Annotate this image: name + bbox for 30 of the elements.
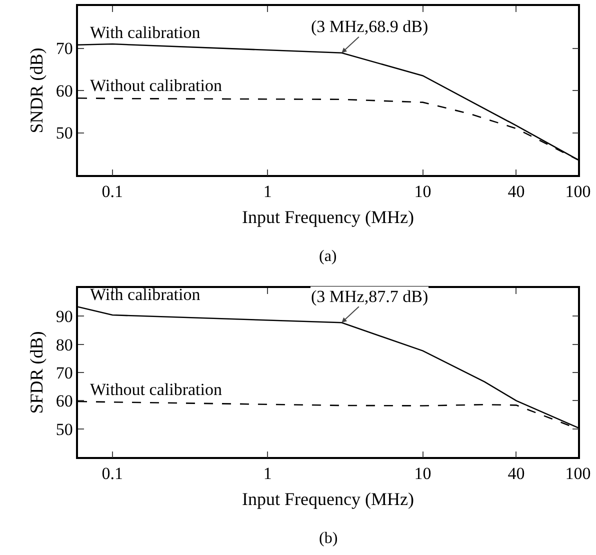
annotation: (3 MHz,68.9 dB) bbox=[311, 17, 428, 36]
y-axis-title: SNDR (dB) bbox=[26, 48, 47, 134]
x-axis-title: Input Frequency (MHz) bbox=[242, 488, 414, 509]
y-tick-label: 60 bbox=[56, 81, 73, 100]
y-tick-label: 50 bbox=[56, 124, 73, 143]
x-tick-label: 1 bbox=[263, 182, 272, 202]
series-label: With calibration bbox=[90, 285, 201, 304]
x-tick-label: 40 bbox=[508, 182, 525, 202]
y-tick-label: 50 bbox=[56, 420, 73, 439]
x-tick-label: 10 bbox=[414, 182, 432, 202]
y-tick-label: 70 bbox=[56, 39, 73, 58]
y-tick-label: 70 bbox=[56, 363, 73, 382]
series-label: Without calibration bbox=[90, 76, 222, 95]
x-tick-label: 100 bbox=[565, 464, 591, 484]
series-label: Without calibration bbox=[90, 380, 222, 399]
x-axis-title: Input Frequency (MHz) bbox=[242, 206, 414, 227]
text: (b) bbox=[319, 530, 338, 547]
y-axis-title: SFDR (dB) bbox=[26, 331, 47, 414]
x-tick-label: 100 bbox=[565, 182, 591, 202]
series-label: With calibration bbox=[90, 23, 201, 42]
y-tick-label: 60 bbox=[56, 392, 73, 411]
x-tick-label: 0.1 bbox=[102, 182, 124, 202]
x-tick-label: 1 bbox=[263, 464, 272, 484]
y-tick-label: 80 bbox=[56, 335, 73, 354]
y-tick-label: 90 bbox=[56, 307, 73, 326]
x-tick-label: 10 bbox=[414, 464, 432, 484]
x-tick-label: 40 bbox=[508, 464, 525, 484]
text: (a) bbox=[319, 248, 337, 265]
x-tick-label: 0.1 bbox=[102, 464, 124, 484]
annotation: (3 MHz,87.7 dB) bbox=[311, 287, 428, 306]
